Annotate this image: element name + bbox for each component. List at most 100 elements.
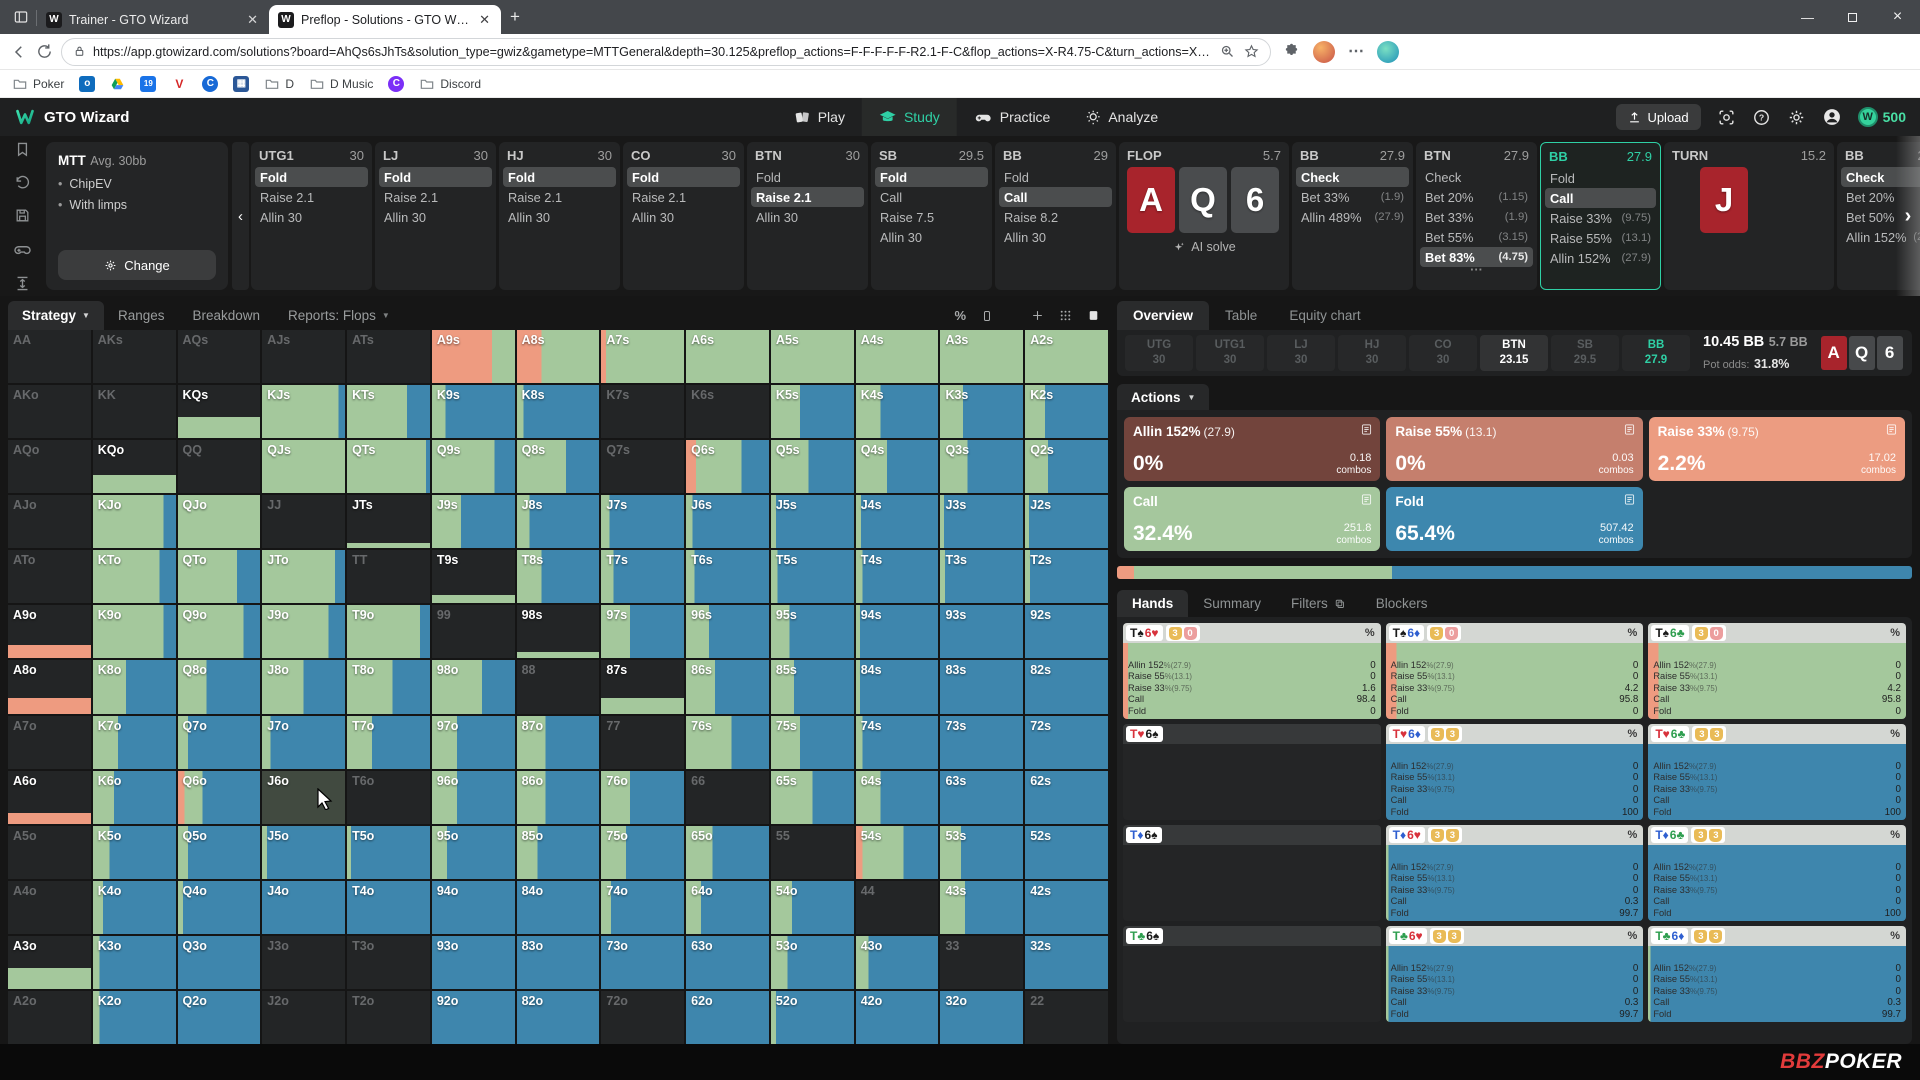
- solid-view-icon[interactable]: [1087, 309, 1100, 322]
- spot-action-fold[interactable]: Fold: [379, 167, 492, 187]
- combo-Ts6d[interactable]: T♠ 6♦ 3 0% Allin 152 %(27.9) 0 Raise 55 %(13.1) 0…: [1385, 623, 1644, 719]
- matrix-cell-Q3s[interactable]: Q3s: [940, 440, 1024, 494]
- report-icon[interactable]: [1623, 423, 1636, 436]
- matrix-cell-72s[interactable]: 72s: [1025, 715, 1108, 769]
- maximize-button[interactable]: [1830, 0, 1875, 34]
- matrix-cell-92o[interactable]: 92o: [431, 990, 515, 1044]
- new-tab-button[interactable]: +: [510, 7, 520, 26]
- spot-card-bb-10[interactable]: BB 27.9 Fold Call Raise 33% (9.75) Raise 55% (1…: [1540, 142, 1661, 290]
- matrix-cell-82s[interactable]: 82s: [1025, 660, 1108, 714]
- matrix-cell-A2o[interactable]: A2o: [8, 990, 91, 1044]
- bookmark-d[interactable]: D: [264, 76, 294, 92]
- combo-Td6c[interactable]: T♦ 6♣ 3 3% Allin 152 %(27.9) 0 Raise 55 %(13.1) 0…: [1648, 825, 1906, 921]
- matrix-cell-ATs[interactable]: ATs: [347, 330, 430, 384]
- bookmark-icon-6[interactable]: ▦: [233, 75, 250, 92]
- report-icon[interactable]: [1360, 493, 1373, 506]
- matrix-cell-T7s[interactable]: T7s: [601, 550, 685, 604]
- matrix-cell-T3o[interactable]: T3o: [347, 935, 430, 989]
- matrix-cell-K7s[interactable]: K7s: [601, 385, 685, 439]
- spot-action-bet-55-[interactable]: Bet 55% (3.15): [1420, 227, 1533, 247]
- grid-view-icon[interactable]: [1059, 309, 1072, 322]
- matrix-cell-64s[interactable]: 64s: [855, 770, 939, 824]
- spot-action-fold[interactable]: Fold: [751, 167, 864, 187]
- matrix-cell-K8o[interactable]: K8o: [92, 660, 176, 714]
- matrix-cell-94o[interactable]: 94o: [431, 880, 515, 934]
- spot-action-raise-2-1[interactable]: Raise 2.1: [627, 187, 740, 207]
- spot-action-bet-50-[interactable]: Bet 50%(7.6): [1841, 207, 1920, 227]
- spot-action-call[interactable]: Call: [1545, 188, 1656, 208]
- matrix-cell-T3s[interactable]: T3s: [940, 550, 1024, 604]
- save-icon[interactable]: [14, 207, 31, 224]
- matrix-cell-63o[interactable]: 63o: [686, 935, 769, 989]
- matrix-cell-62s[interactable]: 62s: [1025, 770, 1108, 824]
- matrix-cell-Q5o[interactable]: Q5o: [177, 825, 261, 879]
- matrix-cell-QTo[interactable]: QTo: [177, 550, 261, 604]
- spot-action-raise-2-1[interactable]: Raise 2.1: [751, 187, 864, 207]
- matrix-cell-TT[interactable]: TT: [347, 550, 430, 604]
- gamepad-icon[interactable]: [13, 240, 32, 259]
- matrix-cell-85o[interactable]: 85o: [516, 825, 600, 879]
- matrix-cell-A8s[interactable]: A8s: [516, 330, 600, 384]
- matrix-cell-A7o[interactable]: A7o: [8, 715, 91, 769]
- matrix-cell-KTs[interactable]: KTs: [347, 385, 430, 439]
- matrix-cell-K9s[interactable]: K9s: [431, 385, 515, 439]
- bookmark-poker[interactable]: Poker: [12, 76, 64, 92]
- tab-table[interactable]: Table: [1209, 301, 1273, 330]
- nav-play[interactable]: Play: [777, 98, 862, 136]
- coin-balance[interactable]: W 500: [1857, 107, 1906, 127]
- matrix-cell-Q4s[interactable]: Q4s: [855, 440, 939, 494]
- matrix-cell-T9o[interactable]: T9o: [347, 605, 430, 659]
- matrix-cell-JTs[interactable]: JTs: [347, 495, 430, 549]
- matrix-cell-KJo[interactable]: KJo: [92, 495, 176, 549]
- spot-card-lj-1[interactable]: LJ 30 Fold Raise 2.1 Allin 30: [375, 142, 496, 290]
- combo-Tc6h[interactable]: T♣ 6♥ 3 3% Allin 152 %(27.9) 0 Raise 55 %(13.1) 0…: [1385, 926, 1644, 1022]
- action-card-fold[interactable]: Fold 65.4% 507.42 combos: [1386, 487, 1643, 551]
- matrix-cell-44[interactable]: 44: [855, 880, 939, 934]
- matrix-cell-A5s[interactable]: A5s: [770, 330, 854, 384]
- spot-card-co-3[interactable]: CO 30 Fold Raise 2.1 Allin 30: [623, 142, 744, 290]
- matrix-cell-Q6o[interactable]: Q6o: [177, 770, 261, 824]
- matrix-cell-52o[interactable]: 52o: [770, 990, 854, 1044]
- spot-card-hj-2[interactable]: HJ 30 Fold Raise 2.1 Allin 30: [499, 142, 620, 290]
- matrix-cell-T6s[interactable]: T6s: [686, 550, 769, 604]
- help-icon[interactable]: ?: [1752, 108, 1771, 127]
- settings-gear-icon[interactable]: [1787, 108, 1806, 127]
- matrix-cell-43s[interactable]: 43s: [940, 880, 1024, 934]
- browser-menu-icon[interactable]: ⋯: [1348, 42, 1364, 60]
- matrix-cell-Q8o[interactable]: Q8o: [177, 660, 261, 714]
- matrix-cell-T8o[interactable]: T8o: [347, 660, 430, 714]
- matrix-cell-T6o[interactable]: T6o: [347, 770, 430, 824]
- matrix-cell-J7s[interactable]: J7s: [601, 495, 685, 549]
- matrix-cell-K3s[interactable]: K3s: [940, 385, 1024, 439]
- spot-action-allin-489-[interactable]: Allin 489% (27.9): [1296, 207, 1409, 227]
- matrix-cell-K9o[interactable]: K9o: [92, 605, 176, 659]
- matrix-cell-55[interactable]: 55: [770, 825, 854, 879]
- matrix-cell-98o[interactable]: 98o: [431, 660, 515, 714]
- matrix-cell-53s[interactable]: 53s: [940, 825, 1024, 879]
- matrix-cell-K8s[interactable]: K8s: [516, 385, 600, 439]
- tab-hands[interactable]: Hands: [1117, 590, 1189, 617]
- matrix-cell-86s[interactable]: 86s: [686, 660, 769, 714]
- slider-icon[interactable]: [14, 275, 31, 292]
- spot-action-allin-30[interactable]: Allin 30: [627, 207, 740, 227]
- collapse-strip-button[interactable]: ‹: [232, 142, 249, 290]
- matrix-cell-K6o[interactable]: K6o: [92, 770, 176, 824]
- spot-action-fold[interactable]: Fold: [627, 167, 740, 187]
- spot-action-bet-33-[interactable]: Bet 33% (1.9): [1420, 207, 1533, 227]
- matrix-cell-J6o[interactable]: J6o: [262, 770, 346, 824]
- matrix-cell-96s[interactable]: 96s: [686, 605, 769, 659]
- matrix-cell-QTs[interactable]: QTs: [347, 440, 430, 494]
- spot-action-allin-152-[interactable]: Allin 152% (27.9): [1545, 248, 1656, 268]
- matrix-cell-54s[interactable]: 54s: [855, 825, 939, 879]
- matrix-cell-43o[interactable]: 43o: [855, 935, 939, 989]
- action-card-call[interactable]: Call 32.4% 251.8 combos: [1124, 487, 1381, 551]
- matrix-cell-22[interactable]: 22: [1025, 990, 1108, 1044]
- board-card-flop-7[interactable]: FLOP 5.7 A Q 6 AI solve: [1119, 142, 1289, 290]
- matrix-cell-Q8s[interactable]: Q8s: [516, 440, 600, 494]
- minimize-button[interactable]: —: [1801, 9, 1814, 25]
- matrix-cell-QJo[interactable]: QJo: [177, 495, 261, 549]
- matrix-cell-K7o[interactable]: K7o: [92, 715, 176, 769]
- spot-action-allin-30[interactable]: Allin 30: [379, 207, 492, 227]
- matrix-cell-T5o[interactable]: T5o: [347, 825, 430, 879]
- matrix-cell-A3o[interactable]: A3o: [8, 935, 91, 989]
